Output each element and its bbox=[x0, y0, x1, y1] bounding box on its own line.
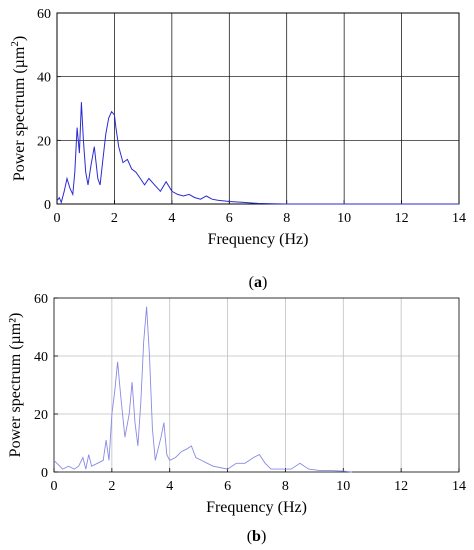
panel-b-caption-left: ( bbox=[247, 528, 252, 545]
a-x-tick-label-6: 12 bbox=[395, 211, 409, 226]
panel-b-x-ticks: 0 2 4 6 8 10 12 14 bbox=[51, 468, 466, 494]
b-x-tick-label-0: 0 bbox=[51, 479, 58, 494]
panel-b-caption-right: ) bbox=[261, 528, 266, 545]
a-x-tick-label-1: 2 bbox=[111, 211, 118, 226]
panel-a-y-axis-label-close: ) bbox=[11, 36, 28, 41]
a-x-tick-label-5: 10 bbox=[337, 211, 351, 226]
a-y-tick-label-2: 40 bbox=[37, 71, 51, 86]
panel-a-y-axis-label-main: Power spectrum (µm bbox=[11, 46, 28, 181]
a-y-tick-label-0: 0 bbox=[44, 198, 51, 213]
panel-a: 0 2 4 6 8 10 12 14 0 20 40 60 Frequency (Hz) Power… bbox=[9, 7, 466, 291]
b-y-tick-label-3: 60 bbox=[34, 292, 48, 307]
a-y-tick-label-1: 20 bbox=[37, 134, 51, 149]
b-y-tick-label-0: 0 bbox=[41, 466, 48, 481]
panel-b-y-ticks: 0 20 40 60 bbox=[34, 292, 58, 481]
panel-b-plot-frame bbox=[53, 297, 460, 473]
b-y-tick-label-1: 20 bbox=[34, 408, 48, 423]
b-y-tick-label-2: 40 bbox=[34, 350, 48, 365]
panel-a-caption-right: ) bbox=[262, 274, 267, 291]
a-x-tick-label-0: 0 bbox=[54, 211, 61, 226]
b-x-tick-label-3: 6 bbox=[224, 479, 231, 494]
panel-a-x-axis-label: Frequency (Hz) bbox=[208, 231, 309, 248]
panel-a-y-axis-label: Power spectrum (µm2) bbox=[9, 36, 28, 181]
a-x-tick-label-4: 8 bbox=[283, 211, 290, 226]
panel-a-series-line bbox=[56, 102, 459, 205]
b-x-tick-label-6: 12 bbox=[394, 479, 408, 494]
panel-a-caption-left: ( bbox=[249, 274, 254, 291]
panel-b-series-line bbox=[53, 306, 353, 473]
panel-a-caption: (a) bbox=[249, 274, 268, 291]
panel-b: 0 2 4 6 8 10 12 14 0 20 40 60 Frequency (Hz) Power… bbox=[7, 292, 466, 545]
panel-b-y-axis-label: Power spectrum (µm²) bbox=[7, 313, 24, 458]
a-x-tick-label-3: 6 bbox=[226, 211, 233, 226]
b-x-tick-label-7: 14 bbox=[452, 479, 466, 494]
panel-b-x-axis-label: Frequency (Hz) bbox=[206, 499, 307, 516]
panel-a-y-ticks: 0 20 40 60 bbox=[37, 7, 61, 213]
b-x-tick-label-5: 10 bbox=[336, 479, 350, 494]
b-x-tick-label-1: 2 bbox=[108, 479, 115, 494]
panel-b-caption: (b) bbox=[247, 528, 267, 545]
panel-a-caption-letter: a bbox=[254, 274, 262, 291]
b-x-tick-label-2: 4 bbox=[166, 479, 173, 494]
panel-a-plot-frame bbox=[56, 12, 460, 205]
a-y-tick-label-3: 60 bbox=[37, 7, 51, 22]
b-x-tick-label-4: 8 bbox=[282, 479, 289, 494]
panel-b-caption-letter: b bbox=[252, 528, 261, 545]
panel-a-y-axis-label-sup: 2 bbox=[9, 41, 21, 47]
a-x-tick-label-2: 4 bbox=[168, 211, 175, 226]
a-x-tick-label-7: 14 bbox=[452, 211, 466, 226]
panel-a-grid bbox=[57, 13, 459, 204]
panel-b-grid bbox=[54, 298, 459, 472]
